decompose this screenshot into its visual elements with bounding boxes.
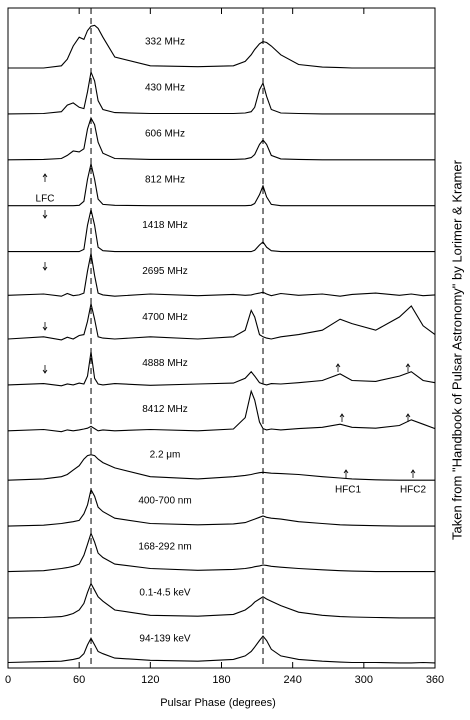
arrow-down: [42, 365, 48, 374]
annotation: HFC1: [335, 485, 362, 496]
arrow-up: [405, 413, 411, 422]
series-label: 606 MHz: [145, 128, 185, 139]
series-label: 94-139 keV: [139, 633, 190, 644]
series-label: 430 MHz: [145, 83, 185, 94]
series-label: 0.1-4.5 keV: [139, 587, 190, 598]
profile-line: [7, 389, 436, 433]
profile-line: [8, 24, 435, 69]
arrow-up: [339, 413, 345, 422]
x-tick-label: 120: [141, 674, 159, 686]
arrow-down: [42, 262, 48, 271]
series-label: 812 MHz: [145, 174, 185, 185]
x-tick-label: 0: [5, 674, 11, 686]
profile-line: [7, 635, 436, 664]
profile-line: [7, 70, 435, 115]
series-label: 2.2 μm: [150, 450, 181, 461]
annotation: HFC2: [400, 485, 427, 496]
arrow-up: [42, 173, 48, 182]
x-tick-label: 60: [73, 674, 85, 686]
x-tick-label: 360: [426, 674, 444, 686]
x-tick-label: 240: [283, 674, 301, 686]
profile-line: [7, 454, 435, 481]
series-label: 4700 MHz: [142, 312, 188, 323]
arrow-up: [343, 469, 349, 478]
series-label: 2695 MHz: [142, 266, 188, 277]
profile-line: [7, 351, 436, 387]
arrow-up: [405, 363, 411, 372]
arrow-up: [410, 469, 416, 478]
arrow-down: [42, 322, 48, 331]
profile-line: [7, 582, 435, 619]
series-label: 332 MHz: [145, 37, 185, 48]
series-label: 168-292 nm: [138, 542, 191, 553]
annotation: LFC: [36, 194, 55, 205]
arrow-down: [42, 210, 48, 219]
source-note: Taken from "Handbook of Pulsar Astronomy…: [449, 159, 464, 540]
profile-line: [7, 488, 435, 527]
profile-line: [8, 163, 435, 207]
series-label: 4888 MHz: [142, 358, 188, 369]
profile-line: [8, 209, 435, 253]
profile-line: [7, 253, 436, 297]
series-label: 400-700 nm: [138, 496, 191, 507]
series-label: 1418 MHz: [142, 220, 188, 231]
profile-line: [7, 531, 435, 573]
x-axis-label: Pulsar Phase (degrees): [160, 697, 276, 709]
x-tick-label: 300: [355, 674, 373, 686]
arrows: [42, 173, 416, 478]
series-label: 8412 MHz: [142, 404, 188, 415]
x-tick-label: 180: [212, 674, 230, 686]
profile-line: [7, 303, 436, 341]
profile-line: [7, 116, 435, 161]
arrow-up: [335, 363, 341, 372]
